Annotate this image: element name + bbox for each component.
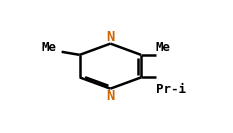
Text: Me: Me [156,41,171,54]
Text: Pr-i: Pr-i [156,83,185,96]
Text: Me: Me [42,41,57,54]
Text: N: N [106,89,115,103]
Text: N: N [106,30,115,44]
